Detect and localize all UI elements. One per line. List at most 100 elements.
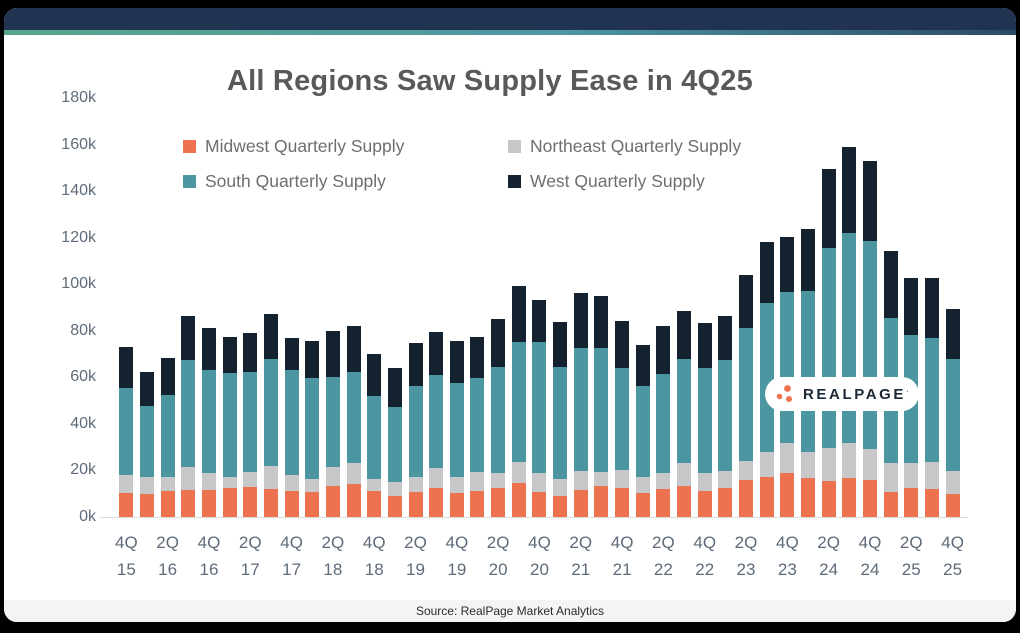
stacked-bar [325,330,340,517]
bar-segment [222,336,237,374]
bar-segment [263,466,278,490]
bar-segment [263,358,278,467]
bar-segment [408,492,423,517]
stacked-bar [429,332,444,517]
stacked-bar [656,326,671,517]
stacked-bar [222,336,237,517]
bar-segment [449,476,464,494]
bar-segment [181,466,196,490]
bar-segment [222,476,237,489]
bar-segment [243,371,258,472]
bar-column [426,98,447,517]
bar-segment [387,495,402,517]
stacked-bar [615,321,630,517]
bar-segment [594,486,609,517]
bar-segment [181,359,196,467]
stacked-bar [862,161,877,517]
bar-segment [718,359,733,471]
bar-column [508,98,529,517]
chart-card: All Regions Saw Supply Ease in 4Q25 Midw… [4,8,1016,622]
bar-segment [119,346,134,389]
bar-segment [139,476,154,494]
bar-segment [573,293,588,349]
bar-segment [656,373,671,473]
bar-segment [759,241,774,304]
bar-column [839,98,860,517]
plot-area: 4Q 15 2Q 16 4Q 16 2Q 17 4Q 17 2Q 18 4Q 18 2Q 19… [115,98,964,579]
stacked-bar [139,371,154,517]
bar-segment [842,443,857,479]
x-tick-label: 4Q 15 [114,533,138,579]
bar-column [343,98,364,517]
bar-column [798,98,819,517]
x-tick-label: 2Q 22 [652,533,675,579]
legend-item-west: West Quarterly Supply [508,171,705,192]
legend-item-midwest: Midwest Quarterly Supply [183,136,404,157]
bar-segment [739,480,754,517]
bar-segment [284,338,299,370]
bar-segment [119,493,134,517]
bar-column: 4Q 25 [941,98,964,579]
bar-column: 4Q 23 [776,98,799,579]
bar-segment [160,394,175,477]
bar-column: 2Q 18 [322,98,344,579]
legend-swatch-south [183,175,196,188]
bar-segment [697,368,712,474]
bar-segment [470,378,485,472]
bar-column: 4Q 19 [445,98,468,579]
stacked-bar [697,323,712,517]
stacked-bar [800,228,815,517]
bar-segment [470,336,485,379]
bar-segment [862,448,877,481]
bar-segment [945,309,960,360]
bar-segment [759,476,774,517]
bar-segment [945,493,960,517]
bar-column [219,98,240,517]
bar-segment [491,366,506,474]
stacked-bar [119,346,134,517]
bar-segment [305,378,320,480]
stacked-bar [677,310,692,517]
stacked-bar [470,336,485,517]
stacked-bar [532,299,547,517]
stacked-bar [367,353,382,517]
bar-segment [511,286,526,342]
bar-segment [222,373,237,477]
bar-segment [718,488,733,517]
bar-segment [821,169,836,248]
bar-segment [325,330,340,377]
bar-segment [346,325,361,373]
bar-segment [408,343,423,386]
y-tick-label: 120k [61,228,96,246]
bar-segment [800,451,815,479]
bar-segment [656,326,671,374]
bar-segment [429,332,444,376]
legend-swatch-midwest [183,140,196,153]
bar-segment [305,340,320,379]
bar-column: 2Q 17 [239,98,262,579]
bar-segment [201,490,216,517]
bar-column [880,98,901,517]
x-tick-label: 4Q 25 [941,533,964,579]
bar-segment [800,228,815,291]
stacked-bar [408,343,423,517]
bar-column [674,98,695,517]
bar-column [261,98,282,517]
bar-segment [697,473,712,491]
stacked-bar [201,327,216,517]
stacked-bar [284,338,299,517]
bar-segment [718,316,733,360]
bar-column: 4Q 18 [363,98,386,579]
bar-segment [573,348,588,471]
x-tick-label: 2Q 20 [486,533,510,579]
bar-segment [284,490,299,517]
header-bar [4,8,1016,30]
bar-segment [346,483,361,517]
bar-segment [325,486,340,517]
x-tick-label: 4Q 20 [528,533,551,579]
realpage-logo: REALPAGE ˊ [765,377,919,411]
stacked-bar [594,296,609,517]
bar-segment [635,477,650,494]
stacked-bar [718,316,733,517]
bar-segment [387,481,402,496]
